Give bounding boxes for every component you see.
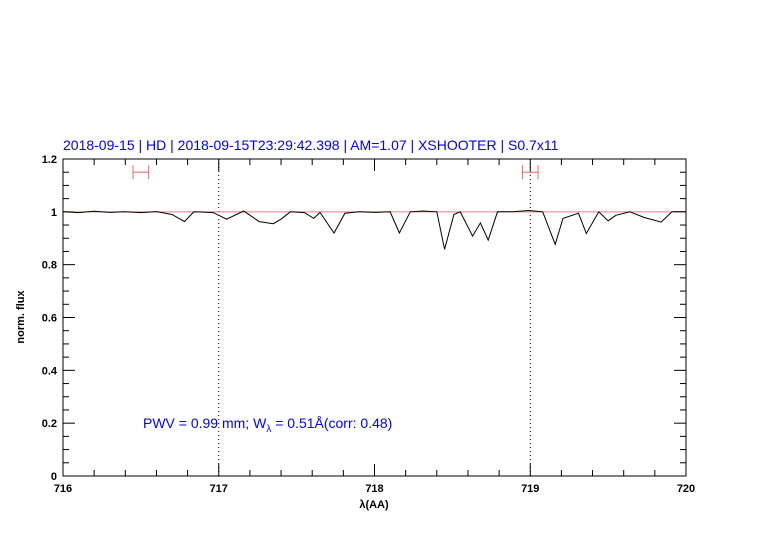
- x-axis-label: λ(AA): [359, 499, 389, 511]
- x-tick-label: 718: [365, 483, 383, 495]
- y-tick-label: 0: [51, 471, 57, 483]
- x-tick-label: 719: [521, 483, 539, 495]
- error-bars: [132, 165, 539, 180]
- y-tick-label: 1: [51, 207, 57, 219]
- y-tick-label: 0.6: [42, 313, 57, 325]
- x-tick-label: 717: [210, 483, 228, 495]
- y-axis-label: norm. flux: [15, 290, 27, 344]
- annotation-suffix: = 0.51Å(corr: 0.48): [271, 415, 392, 431]
- y-tick-labels: 0 0.2 0.4 0.6 0.8 1 1.2: [42, 154, 58, 483]
- spectrum-line: [62, 209, 686, 250]
- y-tick-label: 0.4: [42, 365, 58, 377]
- x-tick-label: 716: [54, 483, 72, 495]
- pwv-annotation: PWV = 0.99 mm; Wλ = 0.51Å(corr: 0.48): [143, 415, 392, 435]
- annotation-prefix: PWV = 0.99 mm; W: [143, 415, 267, 431]
- annotation-subscript: λ: [266, 424, 271, 435]
- y-tick-label: 0.8: [42, 260, 57, 272]
- y-tick-label: 1.2: [42, 154, 57, 166]
- x-tick-label: 720: [677, 483, 695, 495]
- x-tick-labels: 716 717 718 719 720: [54, 483, 695, 495]
- plot-frame: [62, 158, 687, 477]
- chart-title: 2018-09-15 | HD | 2018-09-15T23:29:42.39…: [63, 137, 559, 153]
- y-tick-label: 0.2: [42, 418, 57, 430]
